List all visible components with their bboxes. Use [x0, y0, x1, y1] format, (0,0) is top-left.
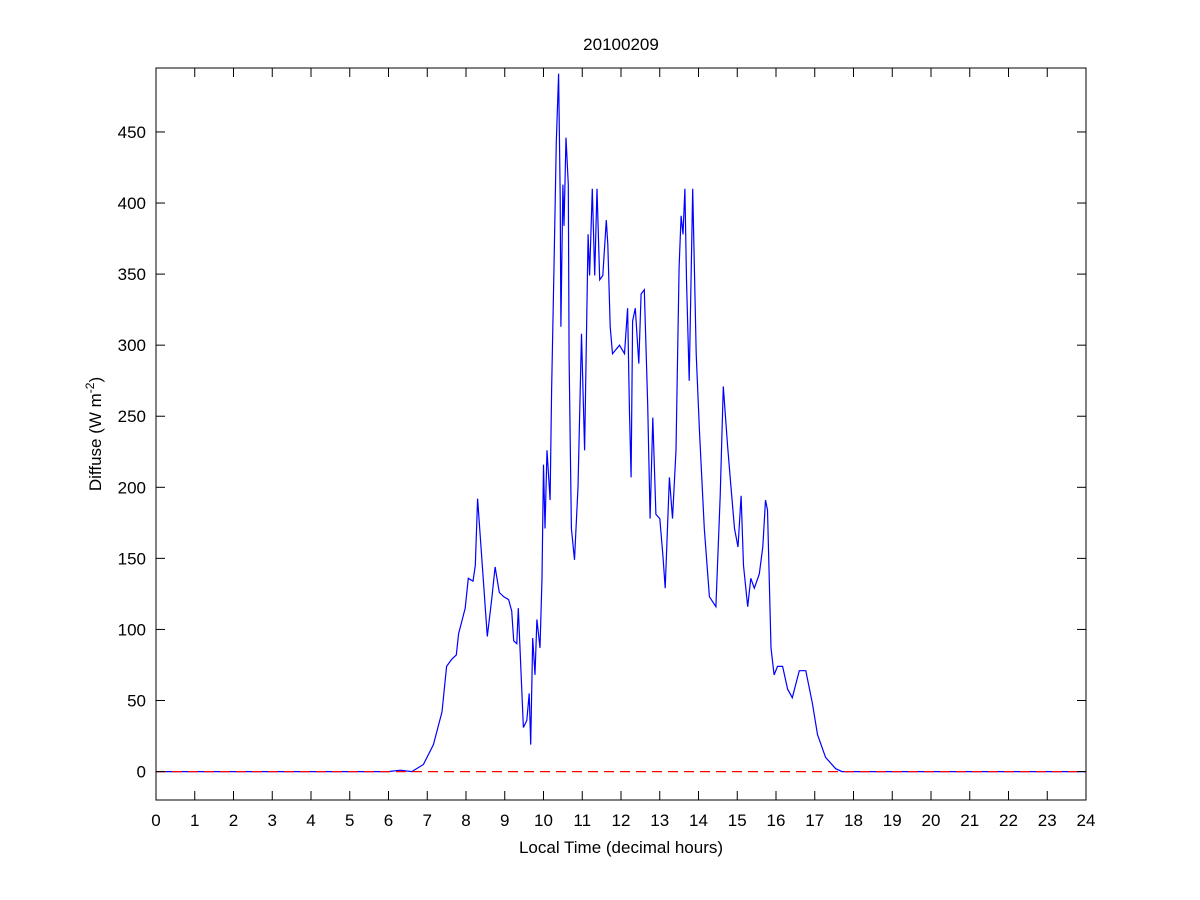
x-tick-label: 9 [500, 811, 509, 830]
series-line-0 [156, 73, 1086, 773]
x-tick-label: 15 [728, 811, 747, 830]
x-tick-label: 6 [384, 811, 393, 830]
chart-title: 20100209 [583, 35, 659, 54]
series-layer [156, 73, 1086, 773]
y-tick-label: 450 [118, 123, 146, 142]
y-axis-label-superscript: -2 [83, 382, 97, 393]
y-axis-label-suffix: ) [86, 377, 105, 383]
x-tick-label: 23 [1038, 811, 1057, 830]
y-tick-label: 100 [118, 620, 146, 639]
y-tick-label: 200 [118, 478, 146, 497]
y-tick-label: 0 [137, 763, 146, 782]
x-tick-label: 0 [151, 811, 160, 830]
y-axis-label: Diffuse (W m-2) [83, 377, 105, 491]
x-tick-label: 1 [190, 811, 199, 830]
x-tick-label: 19 [883, 811, 902, 830]
x-tick-label: 14 [689, 811, 708, 830]
x-tick-label: 22 [999, 811, 1018, 830]
x-tick-label: 10 [534, 811, 553, 830]
x-tick-label: 17 [805, 811, 824, 830]
y-tick-label: 400 [118, 194, 146, 213]
x-tick-label: 4 [306, 811, 315, 830]
x-axis-label: Local Time (decimal hours) [519, 838, 723, 857]
plot-area [156, 68, 1086, 800]
x-tick-label: 3 [268, 811, 277, 830]
x-tick-label: 7 [423, 811, 432, 830]
x-tick-label: 24 [1077, 811, 1096, 830]
x-tick-label: 20 [922, 811, 941, 830]
x-tick-label: 16 [767, 811, 786, 830]
x-tick-label: 11 [573, 811, 591, 830]
y-tick-label: 150 [118, 549, 146, 568]
y-tick-label: 300 [118, 336, 146, 355]
axes-box [155, 67, 1087, 801]
y-tick-label: 50 [127, 692, 146, 711]
y-axis-label-main: Diffuse (W m [86, 393, 105, 491]
ticks-layer: 0 1 2 3 4 5 6 7 8 9 10 11 12 13 14 15 16 17 18 19 20 21 22 23 24… [118, 68, 1096, 830]
y-tick-label: 250 [118, 407, 146, 426]
x-tick-label: 2 [229, 811, 238, 830]
x-tick-label: 13 [650, 811, 669, 830]
x-tick-label: 21 [960, 811, 979, 830]
x-tick-label: 8 [461, 811, 470, 830]
x-tick-label: 18 [844, 811, 863, 830]
x-tick-label: 5 [345, 811, 354, 830]
x-tick-label: 12 [612, 811, 631, 830]
y-tick-label: 350 [118, 265, 146, 284]
